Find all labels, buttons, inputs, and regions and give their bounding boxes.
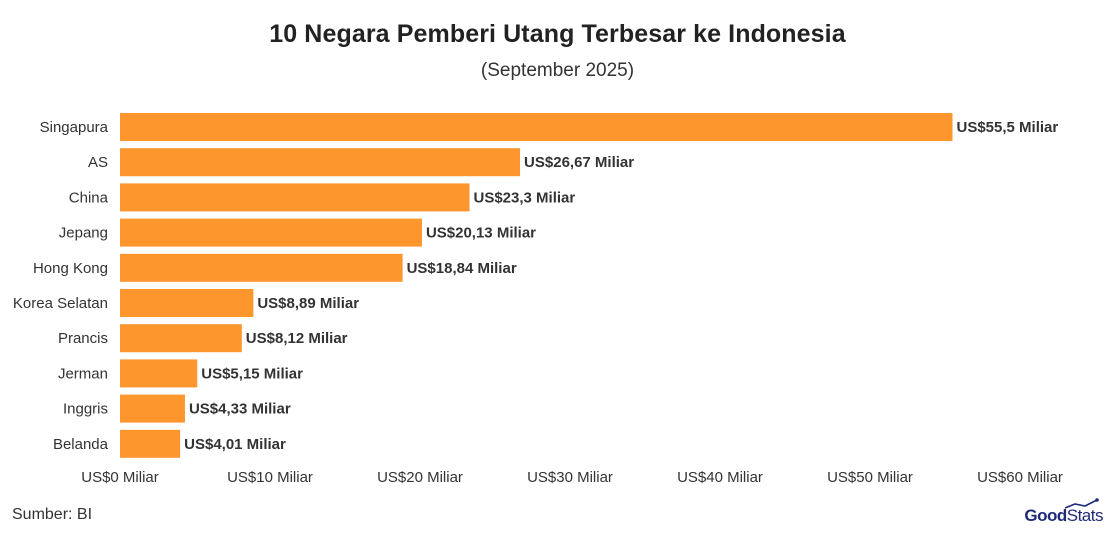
source-note: Sumber: BI xyxy=(12,506,93,523)
bar-singapura xyxy=(120,113,953,141)
bar-jerman xyxy=(120,359,198,388)
category-label: China xyxy=(69,189,109,206)
bar-korea-selatan xyxy=(120,289,254,317)
category-label: Korea Selatan xyxy=(13,295,108,312)
logo-stats-text: Stats xyxy=(1066,506,1104,525)
bar-chart: Singapura US$55,5 Miliar AS US$26,67 Miliar… xyxy=(13,113,1063,486)
bars-layer xyxy=(120,113,953,458)
category-label: Hong Kong xyxy=(33,260,108,277)
x-axis: US$0 Miliar US$10 Miliar US$20 Miliar US$30… xyxy=(81,469,1063,486)
category-label: Belanda xyxy=(53,436,109,453)
labels-layer: Singapura US$55,5 Miliar AS US$26,67 Miliar… xyxy=(13,119,1058,453)
bar-prancis xyxy=(120,324,242,353)
x-tick-label: US$20 Miliar xyxy=(377,469,463,486)
category-label: Inggris xyxy=(63,401,108,418)
x-tick-label: US$10 Miliar xyxy=(227,469,313,486)
value-label: US$18,84 Miliar xyxy=(407,260,517,277)
bar-hong-kong xyxy=(120,253,403,282)
bar-as xyxy=(120,148,521,177)
x-tick-label: US$60 Miliar xyxy=(977,469,1063,486)
value-label: US$4,01 Miliar xyxy=(184,436,286,453)
x-tick-label: US$40 Miliar xyxy=(677,469,763,486)
x-tick-label: US$50 Miliar xyxy=(827,469,913,486)
bar-belanda xyxy=(120,429,181,458)
value-label: US$26,67 Miliar xyxy=(524,154,634,171)
category-label: AS xyxy=(88,154,108,171)
category-label: Prancis xyxy=(58,330,108,347)
x-tick-label: US$0 Miliar xyxy=(81,469,159,486)
logo-spark-icon xyxy=(1064,498,1099,509)
bar-china xyxy=(120,183,470,212)
goodstats-logo: GoodStats xyxy=(1024,506,1103,526)
category-label: Singapura xyxy=(40,119,109,136)
value-label: US$55,5 Miliar xyxy=(957,119,1059,136)
value-label: US$23,3 Miliar xyxy=(474,189,576,206)
chart-subtitle: (September 2025) xyxy=(480,60,635,81)
value-label: US$20,13 Miliar xyxy=(426,225,536,242)
value-label: US$8,12 Miliar xyxy=(246,330,348,347)
value-label: US$5,15 Miliar xyxy=(201,365,303,382)
chart-title: 10 Negara Pemberi Utang Terbesar ke Indo… xyxy=(269,20,846,48)
bar-jepang xyxy=(120,218,422,247)
value-label: US$8,89 Miliar xyxy=(257,295,359,312)
logo-good-text: Good xyxy=(1024,506,1067,525)
value-label: US$4,33 Miliar xyxy=(189,401,291,418)
x-tick-label: US$30 Miliar xyxy=(527,469,613,486)
category-label: Jerman xyxy=(58,365,108,382)
category-label: Jepang xyxy=(59,225,108,242)
bar-inggris xyxy=(120,394,185,423)
